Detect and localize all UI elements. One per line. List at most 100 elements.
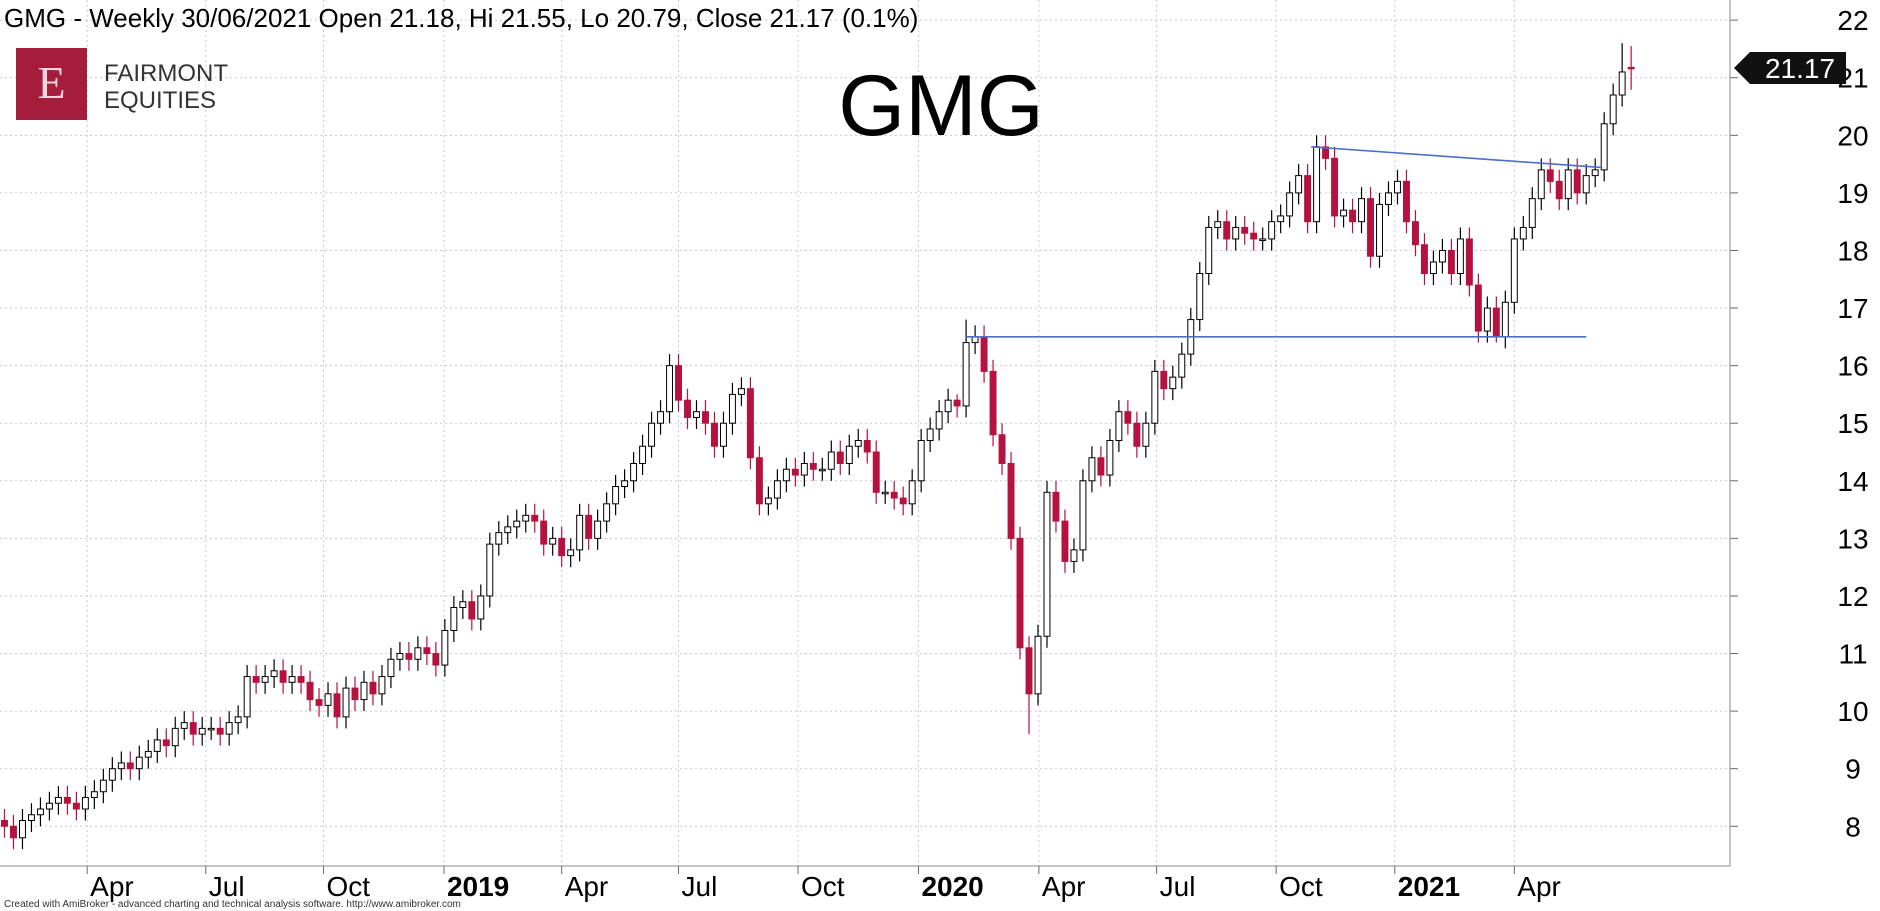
candle-body [764,497,772,505]
candle-body [666,365,673,413]
candle-body [980,336,988,372]
candle-body [1438,249,1446,263]
candle-body [504,526,512,534]
y-tick-label: 18 [1837,235,1868,266]
candle-body [1394,180,1401,194]
x-tick-label: Apr [565,871,609,902]
candle-body [198,727,206,735]
candle-body [1106,439,1114,476]
chart-title: GMG - Weekly 30/06/2021 Open 21.18, Hi 2… [4,3,918,33]
candle-body [279,670,287,683]
x-tick-label: Oct [801,871,845,902]
candle-body [342,687,350,718]
candle-body [36,808,44,816]
candle-body [962,342,970,407]
candle-body [1376,203,1383,257]
candle-body [1555,180,1563,200]
candle-body [1178,353,1186,378]
candle-body [1232,226,1240,240]
candle-body [54,796,62,804]
candle-body [225,722,233,735]
candle-body [1286,192,1294,217]
candle-body [1025,647,1033,695]
candle-body [1609,94,1617,125]
candle-body [1295,175,1303,194]
x-tick-label: Oct [1279,871,1323,902]
candle-body [935,411,943,430]
candle-body [1124,411,1132,424]
candle-body [944,399,952,413]
candle-body [603,503,611,522]
candle-body [1510,238,1518,303]
candle-body [836,451,844,465]
y-tick-label: 17 [1837,293,1868,324]
y-tick-label: 11 [1838,639,1867,670]
candle-body [495,532,503,545]
candle-body [450,606,458,631]
candle-body [1483,307,1491,332]
candle-body [845,445,853,465]
candle-body [827,451,835,470]
candle-body [207,727,215,731]
candle-body [728,393,736,424]
candle-body [1268,221,1276,240]
candle-body [1079,480,1087,551]
candle-body [917,439,925,482]
candle-body [773,480,781,499]
candle-body [1070,549,1078,562]
candle-body [549,537,557,545]
candle-body [1411,221,1419,246]
candle-body [477,595,485,620]
candle-body [1456,238,1464,275]
candle-body [890,491,898,499]
candle-body [468,601,476,620]
candle-body [1582,175,1590,194]
candle-body [360,681,368,701]
candle-body [1115,411,1123,441]
candle-body [675,365,682,401]
candle-body [926,428,934,441]
watermark: GMG [838,58,1043,154]
candle-body [1061,520,1069,562]
candle-body [459,601,467,608]
logo-text: EQUITIES [104,87,216,114]
x-tick-label: 2021 [1398,871,1460,902]
candle-body [1385,192,1392,205]
y-tick-label: 10 [1837,696,1868,727]
candle-body [684,399,691,418]
y-tick-label: 16 [1837,351,1868,382]
candle-body [1564,169,1572,200]
candle-body [1340,209,1348,217]
candle-body [135,756,143,770]
candle-body [1465,238,1473,286]
candle-body [1241,226,1249,234]
candle-body [288,676,296,683]
candle-body [755,457,763,505]
candle-body [531,514,539,522]
candle-body [719,422,727,447]
candle-body [809,463,817,470]
candle-body [953,399,961,407]
candle-body [899,497,907,505]
candle-body [782,468,790,482]
candle-body [1627,66,1635,70]
candle-body [1,820,8,827]
candle-body [1546,169,1554,182]
y-tick-label: 9 [1845,754,1861,785]
candle-body [863,439,871,453]
candle-body [144,750,152,758]
candle-body [72,802,80,810]
candle-body [306,681,314,701]
candle-body [315,699,323,706]
candle-body [216,727,224,735]
candle-body [1429,261,1437,275]
candle-body [423,647,431,655]
y-tick-label: 12 [1837,581,1868,612]
candle-body [27,814,35,822]
candle-body [45,802,53,810]
last-price-label: 21.17 [1765,53,1835,84]
x-tick-label: Apr [90,871,134,902]
